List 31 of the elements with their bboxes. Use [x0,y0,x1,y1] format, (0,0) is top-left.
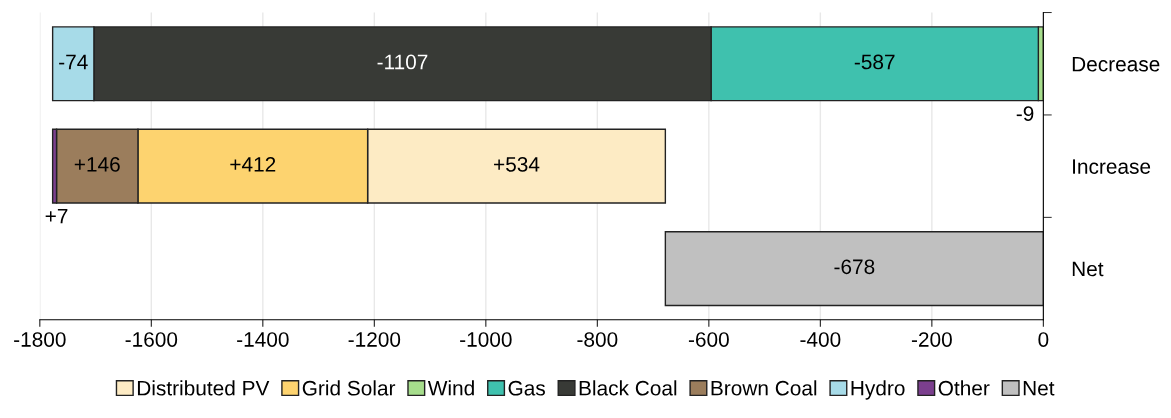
legend-label: Net [1023,381,1055,396]
data-label: -1107 [377,54,428,70]
data-label: +412 [230,156,276,172]
x-tick-label: 0 [1038,332,1049,347]
y-tick-label: Decrease [1072,56,1160,72]
y-tick-label: Net [1072,261,1104,277]
legend-label: Gas [508,380,545,396]
legend-label: Wind [427,380,474,396]
legend-label: Other [938,380,990,396]
x-tick-label: -1600 [125,332,178,347]
data-label: +146 [74,156,120,172]
legend-label: Brown Coal [711,380,817,396]
legend-label: Grid Solar [302,380,396,396]
x-tick-label: -400 [800,332,841,347]
data-label: -9 [1016,106,1034,122]
data-label: +7 [45,208,68,224]
x-tick-label: -1000 [460,332,512,347]
legend-label: Distributed PV [137,380,270,396]
data-label: +534 [494,156,540,172]
data-label: -74 [59,54,88,70]
x-tick-label: -1400 [237,332,289,347]
legend-label: Black Coal [579,380,677,396]
y-tick-label: Increase [1073,159,1151,174]
x-tick-label: -1200 [348,332,401,347]
x-tick-label: -600 [688,332,729,347]
x-tick-label: -800 [577,332,618,347]
legend-label: Hydro [851,380,905,400]
data-label: -678 [834,259,875,275]
x-tick-label: -200 [911,332,952,347]
x-tick-label: -1800 [14,332,66,347]
data-label: -587 [854,54,895,70]
